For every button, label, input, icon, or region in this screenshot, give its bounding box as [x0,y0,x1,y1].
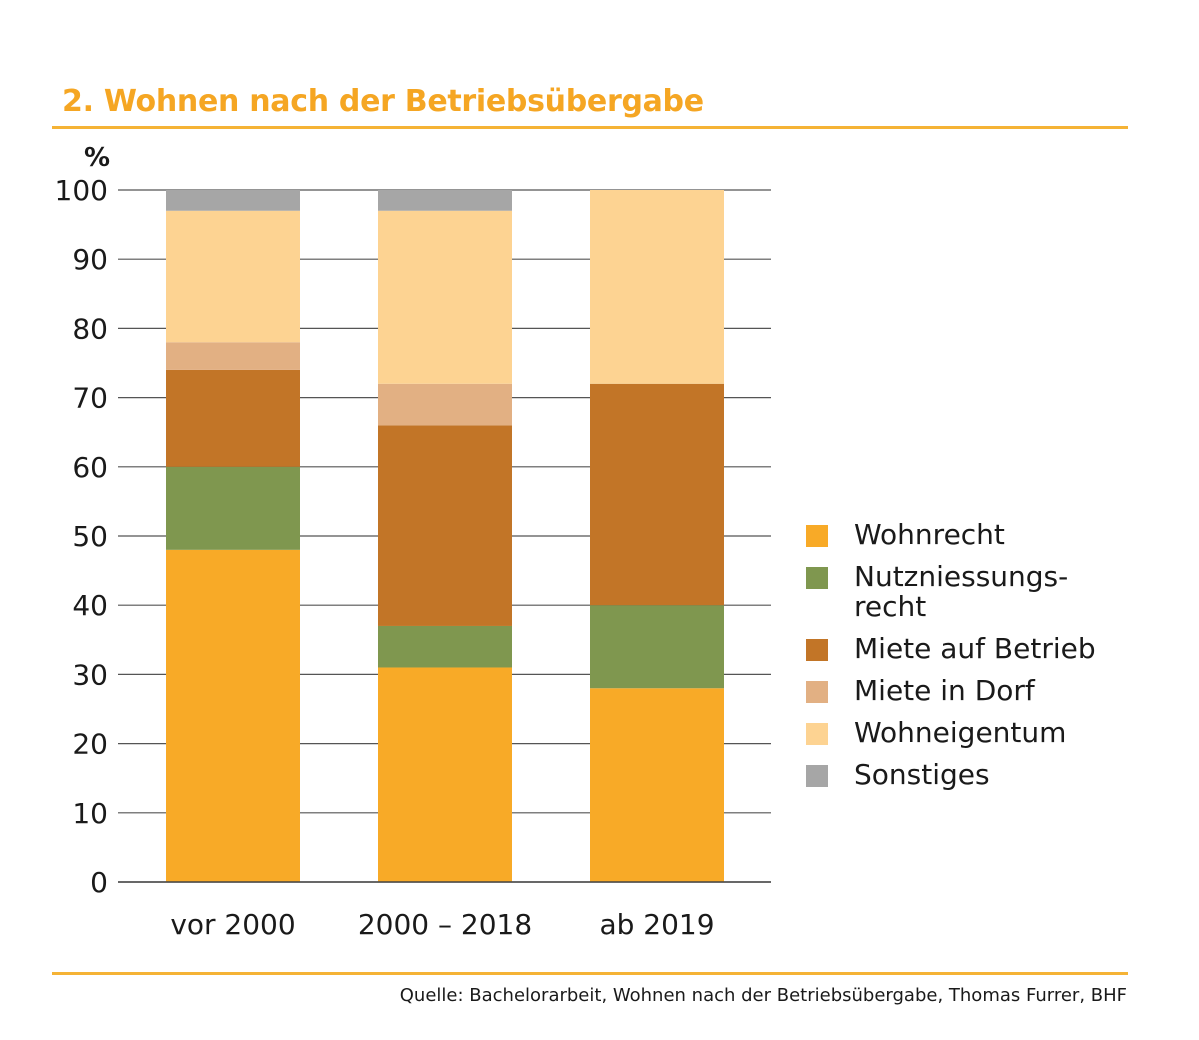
y-axis-label: % [84,143,110,173]
source-note: Quelle: Bachelorarbeit, Wohnen nach der … [399,985,1127,1006]
y-tick-label: 100 [55,174,108,207]
legend-item: Sonstiges [806,760,1104,790]
top-rule [52,126,1128,129]
bar-segment [590,605,724,689]
legend-label: Nutzniessungs-recht [854,560,1069,623]
legend-label: Wohneigentum [854,716,1067,749]
bar-segment [590,688,724,882]
y-tick-label: 70 [72,382,108,415]
bar-segment [590,383,724,606]
y-tick-label: 40 [72,589,108,622]
y-tick-label: 20 [72,728,108,761]
legend-swatch [806,525,828,547]
legend-item: Miete auf Betrieb [806,634,1104,664]
legend-swatch [806,681,828,703]
y-tick-label: 50 [72,520,108,553]
y-tick-label: 90 [72,243,108,276]
legend-label: Wohnrecht [854,518,1005,551]
bottom-rule [52,972,1128,975]
bar-segment [166,342,300,370]
bar-segment [166,466,300,550]
bar-segment [378,383,512,426]
bar-segment [378,425,512,626]
y-tick-label: 30 [72,658,108,691]
bar-segment [166,210,300,343]
legend-label: Sonstiges [854,758,990,791]
x-tick-label: vor 2000 [170,908,295,941]
legend-swatch [806,567,828,589]
bar-segment [378,625,512,668]
legend-swatch [806,765,828,787]
bar-segment [378,210,512,384]
y-tick-label: 60 [72,451,108,484]
bar-segment [166,549,300,882]
legend-label: Miete in Dorf [854,674,1035,707]
bar-segment [378,190,512,211]
legend-label: Miete auf Betrieb [854,632,1096,665]
bar-segment [166,369,300,467]
x-tick-label: ab 2019 [599,908,714,941]
y-tick-label: 10 [72,797,108,830]
bar-segment [590,190,724,384]
legend-item: Wohnrecht [806,520,1104,550]
legend-item: Nutzniessungs-recht [806,562,1104,622]
bar-segment [166,190,300,211]
y-tick-label: 0 [90,866,108,899]
y-tick-label: 80 [72,312,108,345]
bar-segment [378,667,512,882]
legend: Wohnrecht Nutzniessungs-recht Miete auf Be… [806,520,1104,802]
chart-title: 2. Wohnen nach der Betriebsübergabe [62,84,704,119]
legend-item: Miete in Dorf [806,676,1104,706]
legend-swatch [806,723,828,745]
x-tick-label: 2000 – 2018 [358,908,532,941]
legend-swatch [806,639,828,661]
legend-item: Wohneigentum [806,718,1104,748]
